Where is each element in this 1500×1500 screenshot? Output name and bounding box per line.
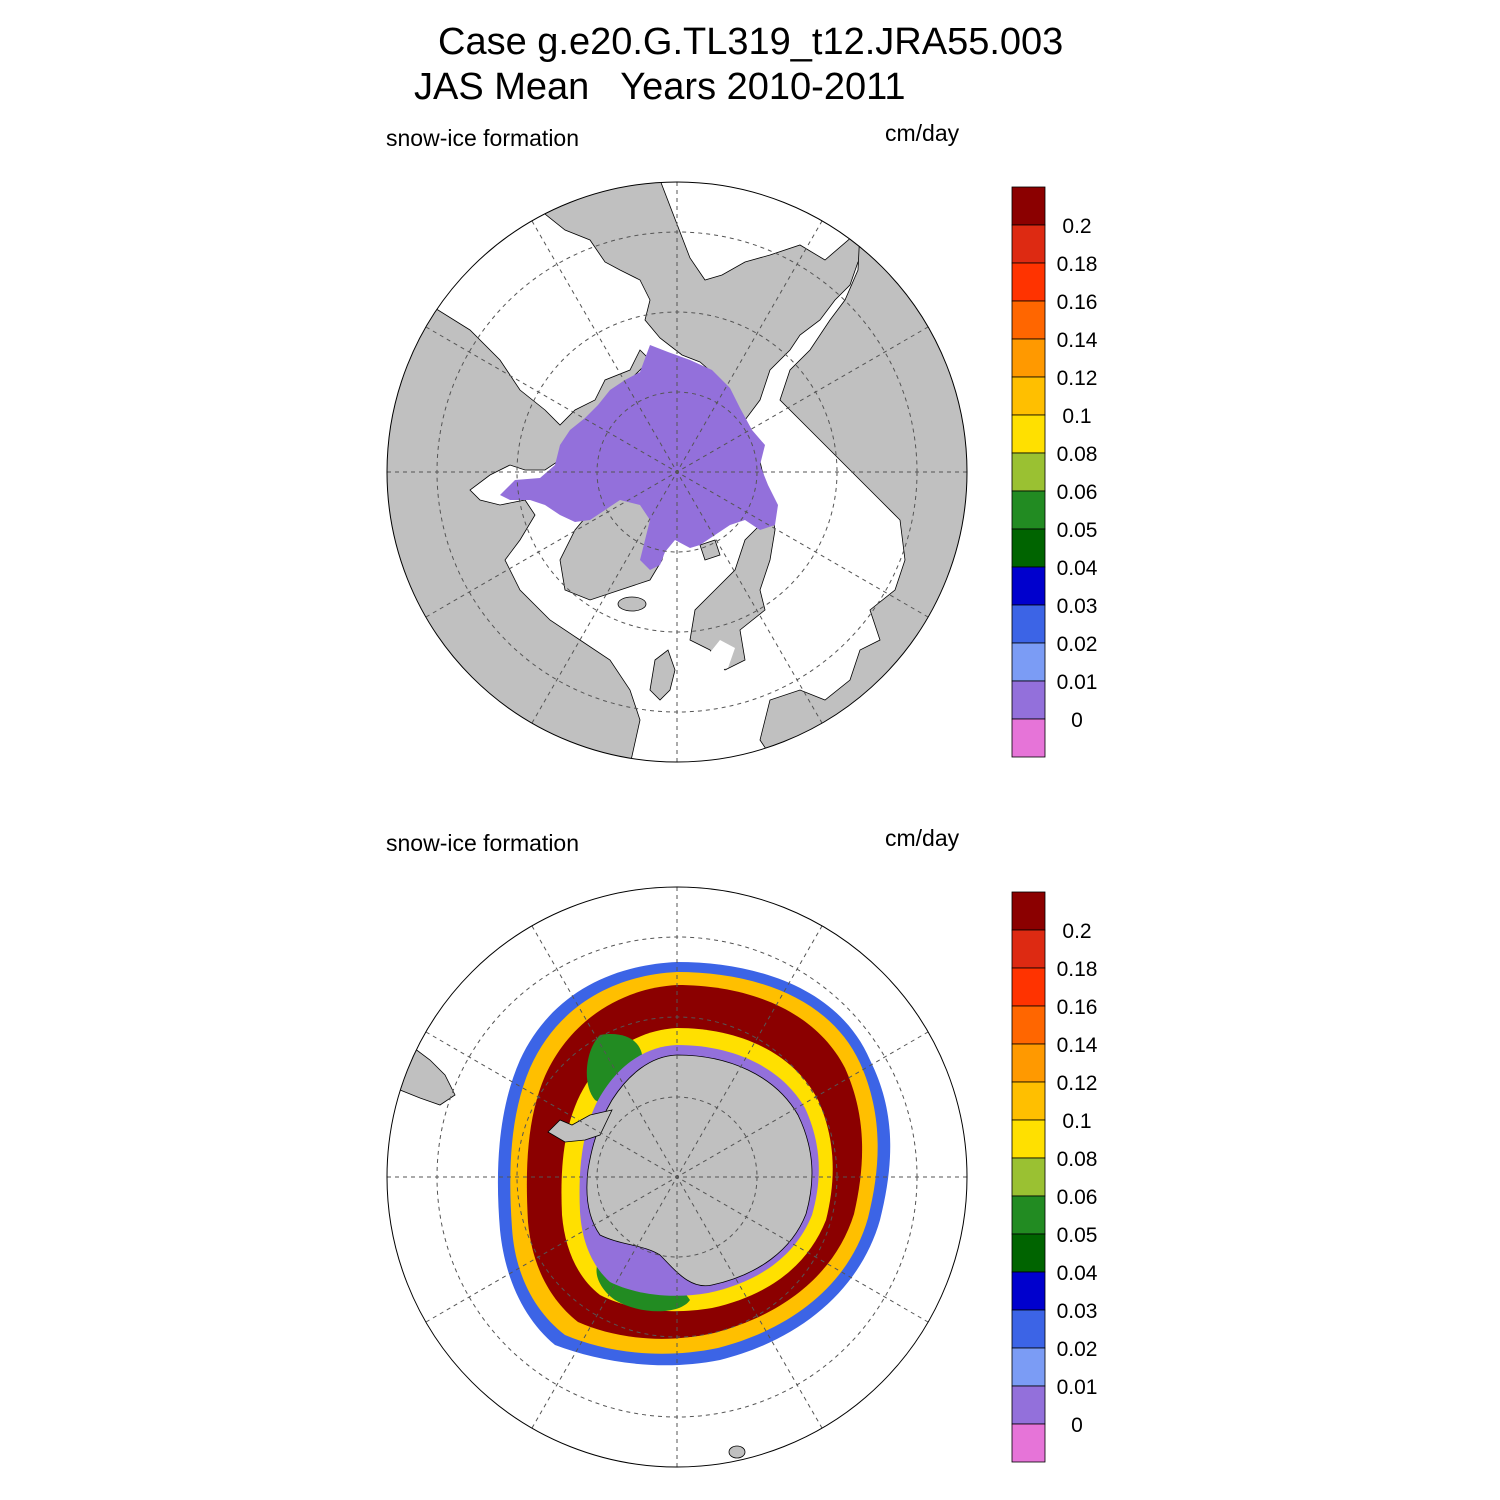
colorbar-swatch: [1011, 1347, 1046, 1387]
colorbar-swatch: [1011, 376, 1046, 416]
colorbar-tick-label: 0.01: [1057, 1376, 1098, 1399]
colorbar-tick-label: 0.16: [1057, 291, 1098, 314]
colorbar-tick-label: 0: [1071, 1414, 1083, 1437]
colorbar-swatch: [1011, 718, 1046, 758]
colorbar-swatch: [1011, 186, 1046, 226]
colorbar-swatch: [1011, 490, 1046, 530]
colorbar-tick-label: 0.18: [1057, 958, 1098, 981]
colorbar-swatch: [1011, 1043, 1046, 1083]
colorbar-swatch: [1011, 1005, 1046, 1045]
colorbar-swatch: [1011, 1309, 1046, 1349]
colorbar-tick-label: 0.02: [1057, 633, 1098, 656]
colorbar-swatch: [1011, 1385, 1046, 1425]
south-polar-map: [386, 886, 968, 1468]
plot-title-line-1: Case g.e20.G.TL319_t12.JRA55.003: [438, 21, 1064, 63]
colorbar-tick-label: 0.05: [1057, 519, 1098, 542]
colorbar-tick-label: 0.2: [1062, 215, 1091, 238]
colorbar-tick-label: 0.06: [1057, 1186, 1098, 1209]
colorbar-tick-label: 0.02: [1057, 1338, 1098, 1361]
north-polar-map: [386, 181, 968, 763]
south-field-layer: [387, 962, 891, 1459]
north-graticule: [387, 182, 967, 762]
colorbar-swatch: [1011, 224, 1046, 264]
south-panel-variable-label: snow-ice formation: [386, 830, 580, 856]
colorbar-swatch: [1011, 566, 1046, 606]
colorbar-tick-label: 0.18: [1057, 253, 1098, 276]
colorbar-swatch: [1011, 604, 1046, 644]
land-iceland: [617, 596, 647, 612]
plot-title-line-2: JAS Mean Years 2010-2011: [414, 66, 906, 108]
colorbar-tick-label: 0.03: [1057, 595, 1098, 618]
colorbar-tick-label: 0.14: [1057, 1034, 1098, 1057]
colorbar-tick-label: 0.04: [1057, 1262, 1098, 1285]
colorbar-tick-label: 0.03: [1057, 1300, 1098, 1323]
colorbar-swatch: [1011, 1233, 1046, 1273]
colorbar-swatch: [1011, 452, 1046, 492]
colorbar-tick-label: 0.06: [1057, 481, 1098, 504]
colorbar-swatch: [1011, 1119, 1046, 1159]
colorbar-swatch: [1011, 414, 1046, 454]
north-colorbar: 0.2 0.18 0.16 0.14 0.12 0.1 0.08 0.06 0.05 0.04 0.…: [1011, 186, 1098, 758]
colorbar-swatch: [1011, 1195, 1046, 1235]
colorbar-tick-label: 0.12: [1057, 367, 1098, 390]
colorbar-swatch: [1011, 262, 1046, 302]
colorbar-swatch: [1011, 300, 1046, 340]
colorbar-tick-label: 0.14: [1057, 329, 1098, 352]
colorbar-swatch: [1011, 1423, 1046, 1463]
south-panel-units-label: cm/day: [885, 825, 960, 851]
colorbar-tick-label: 0.2: [1062, 920, 1091, 943]
north-panel-variable-label: snow-ice formation: [386, 125, 580, 151]
south-graticule: [387, 887, 967, 1467]
colorbar-swatch: [1011, 1271, 1046, 1311]
colorbar-swatch: [1011, 642, 1046, 682]
colorbar-tick-label: 0.16: [1057, 996, 1098, 1019]
colorbar-tick-label: 0.01: [1057, 671, 1098, 694]
colorbar-swatch: [1011, 680, 1046, 720]
colorbar-swatch: [1011, 967, 1046, 1007]
colorbar-swatch: [1011, 1157, 1046, 1197]
land-antarctic-peninsula: [547, 1109, 613, 1143]
north-sea-ice-field: [500, 345, 778, 570]
south-map-border: [386, 886, 968, 1468]
land-island-small: [728, 1445, 746, 1459]
colorbar-swatch: [1011, 338, 1046, 378]
colorbar-tick-label: 0: [1071, 709, 1083, 732]
north-map-border: [386, 181, 968, 763]
land-british-isles: [649, 649, 676, 701]
colorbar-tick-label: 0.04: [1057, 557, 1098, 580]
colorbar-tick-label: 0.08: [1057, 1148, 1098, 1171]
colorbar-swatch: [1011, 1081, 1046, 1121]
colorbar-tick-label: 0.12: [1057, 1072, 1098, 1095]
colorbar-swatch: [1011, 528, 1046, 568]
colorbar-tick-label: 0.05: [1057, 1224, 1098, 1247]
colorbar-swatch: [1011, 929, 1046, 969]
north-panel-units-label: cm/day: [885, 120, 960, 146]
colorbar-tick-label: 0.1: [1062, 405, 1091, 428]
south-colorbar: 0.2 0.18 0.16 0.14 0.12 0.1 0.08 0.06 0.05 0.04 0.…: [1011, 891, 1098, 1463]
land-svalbard: [699, 539, 721, 561]
colorbar-tick-label: 0.08: [1057, 443, 1098, 466]
colorbar-tick-label: 0.1: [1062, 1110, 1091, 1133]
colorbar-swatch: [1011, 891, 1046, 931]
